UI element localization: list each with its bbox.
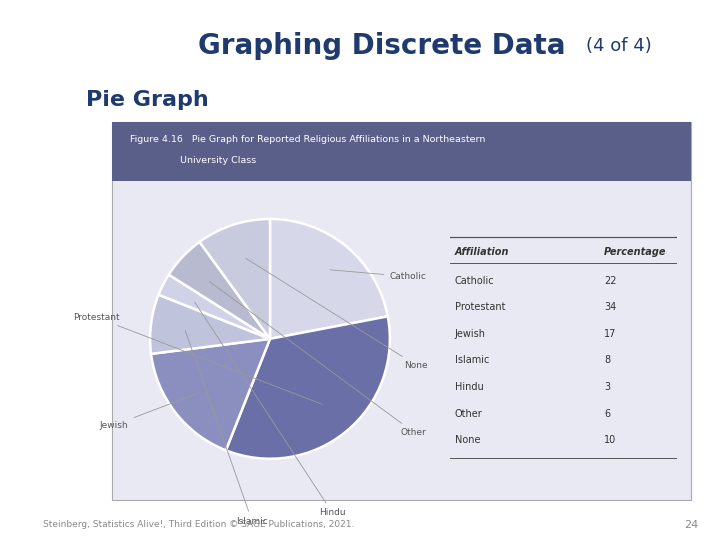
- Text: None: None: [454, 435, 480, 445]
- Text: Hindu: Hindu: [454, 382, 483, 392]
- Text: Other: Other: [210, 281, 427, 437]
- Text: 24: 24: [684, 520, 698, 530]
- Bar: [112, 122, 691, 500]
- Wedge shape: [151, 339, 270, 450]
- Text: Jewish: Jewish: [100, 393, 199, 430]
- Text: Protestant: Protestant: [73, 313, 323, 404]
- Text: Pie Graph: Pie Graph: [86, 90, 209, 110]
- Text: Protestant: Protestant: [454, 302, 505, 312]
- Text: None: None: [246, 258, 428, 370]
- Wedge shape: [199, 219, 270, 339]
- Text: (4 of 4): (4 of 4): [586, 37, 652, 55]
- Text: 17: 17: [604, 329, 616, 339]
- Text: Islamic: Islamic: [185, 330, 268, 525]
- Text: Other: Other: [454, 409, 482, 419]
- Text: 22: 22: [604, 275, 617, 286]
- Text: 34: 34: [604, 302, 616, 312]
- Text: Percentage: Percentage: [604, 247, 667, 257]
- Wedge shape: [158, 275, 270, 339]
- Wedge shape: [168, 242, 270, 339]
- Text: Islamic: Islamic: [454, 355, 489, 366]
- Text: 8: 8: [604, 355, 611, 366]
- Text: Figure 4.16   Pie Graph for Reported Religious Affiliations in a Northeastern: Figure 4.16 Pie Graph for Reported Relig…: [130, 135, 485, 144]
- Text: 6: 6: [604, 409, 611, 419]
- Bar: [112, 122, 691, 181]
- Text: Steinberg, Statistics Alive!, Third Edition © SAGE Publications, 2021.: Steinberg, Statistics Alive!, Third Edit…: [43, 521, 354, 529]
- Text: Catholic: Catholic: [330, 270, 426, 281]
- Wedge shape: [150, 295, 270, 354]
- Text: University Class: University Class: [180, 157, 256, 165]
- Text: 3: 3: [604, 382, 611, 392]
- Text: Graphing Discrete Data: Graphing Discrete Data: [198, 32, 565, 60]
- Wedge shape: [226, 316, 390, 458]
- Text: Jewish: Jewish: [454, 329, 485, 339]
- Text: Catholic: Catholic: [454, 275, 494, 286]
- Text: 10: 10: [604, 435, 616, 445]
- Wedge shape: [270, 219, 388, 339]
- Text: Hindu: Hindu: [194, 302, 346, 517]
- Text: Affiliation: Affiliation: [454, 247, 509, 257]
